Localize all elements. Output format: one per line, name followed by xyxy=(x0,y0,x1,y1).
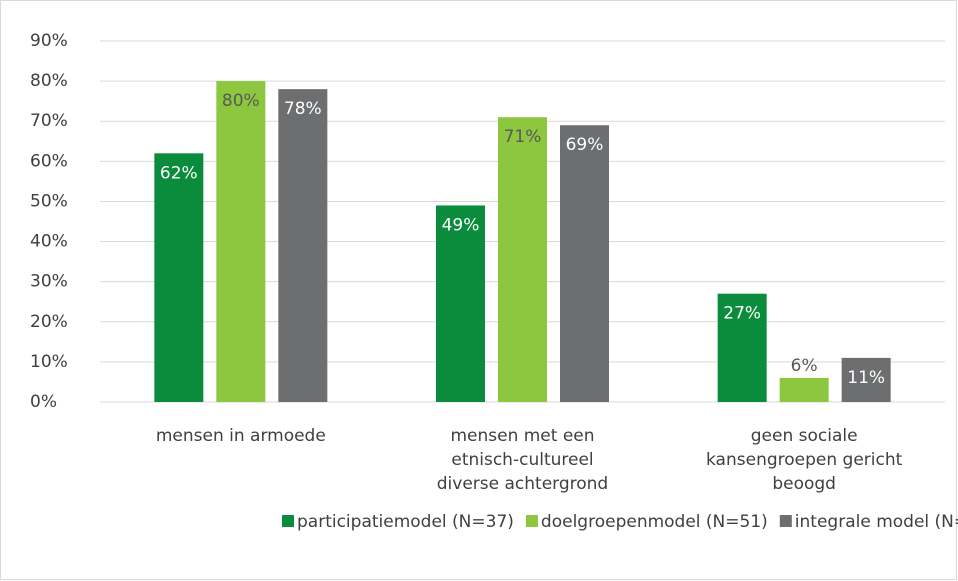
y-tick-label: 10% xyxy=(30,352,68,372)
y-tick-label: 40% xyxy=(30,232,68,252)
y-tick-label: 0% xyxy=(30,392,57,412)
x-tick-label: mensen in armoede xyxy=(155,426,326,446)
bar xyxy=(841,357,891,402)
data-label: 49% xyxy=(442,215,480,235)
bar xyxy=(498,117,547,402)
y-tick-label: 90% xyxy=(30,31,68,51)
data-label: 80% xyxy=(222,91,260,111)
legend-label: integrale model (N=36) xyxy=(795,512,958,532)
y-tick-label: 20% xyxy=(30,312,68,332)
y-tick-label: 30% xyxy=(30,272,68,292)
data-label: 11% xyxy=(847,368,885,388)
data-label: 71% xyxy=(504,127,542,147)
legend-label: doelgroepenmodel (N=51) xyxy=(541,512,768,532)
data-label: 6% xyxy=(791,356,818,376)
legend-label: participatiemodel (N=37) xyxy=(297,512,514,532)
bar xyxy=(560,125,609,402)
y-tick-label: 70% xyxy=(30,111,68,131)
bar xyxy=(216,81,266,402)
y-tick-label: 50% xyxy=(30,191,68,211)
y-tick-label: 60% xyxy=(30,151,68,171)
data-label: 27% xyxy=(723,304,761,324)
bar xyxy=(779,377,829,402)
legend-swatch xyxy=(525,515,538,527)
bar xyxy=(436,205,485,402)
legend-swatch xyxy=(282,515,294,527)
bar xyxy=(154,153,204,402)
bar xyxy=(717,293,767,402)
y-tick-label: 80% xyxy=(30,71,68,91)
data-label: 62% xyxy=(160,163,198,183)
bar xyxy=(278,89,328,402)
data-label: 78% xyxy=(284,99,322,119)
legend-swatch xyxy=(779,515,792,527)
x-tick-label: geen sociale kansengroepen gericht beoog… xyxy=(706,426,903,494)
x-tick-label: mensen met een etnisch-cultureel diverse… xyxy=(436,426,609,494)
data-label: 69% xyxy=(566,135,604,155)
